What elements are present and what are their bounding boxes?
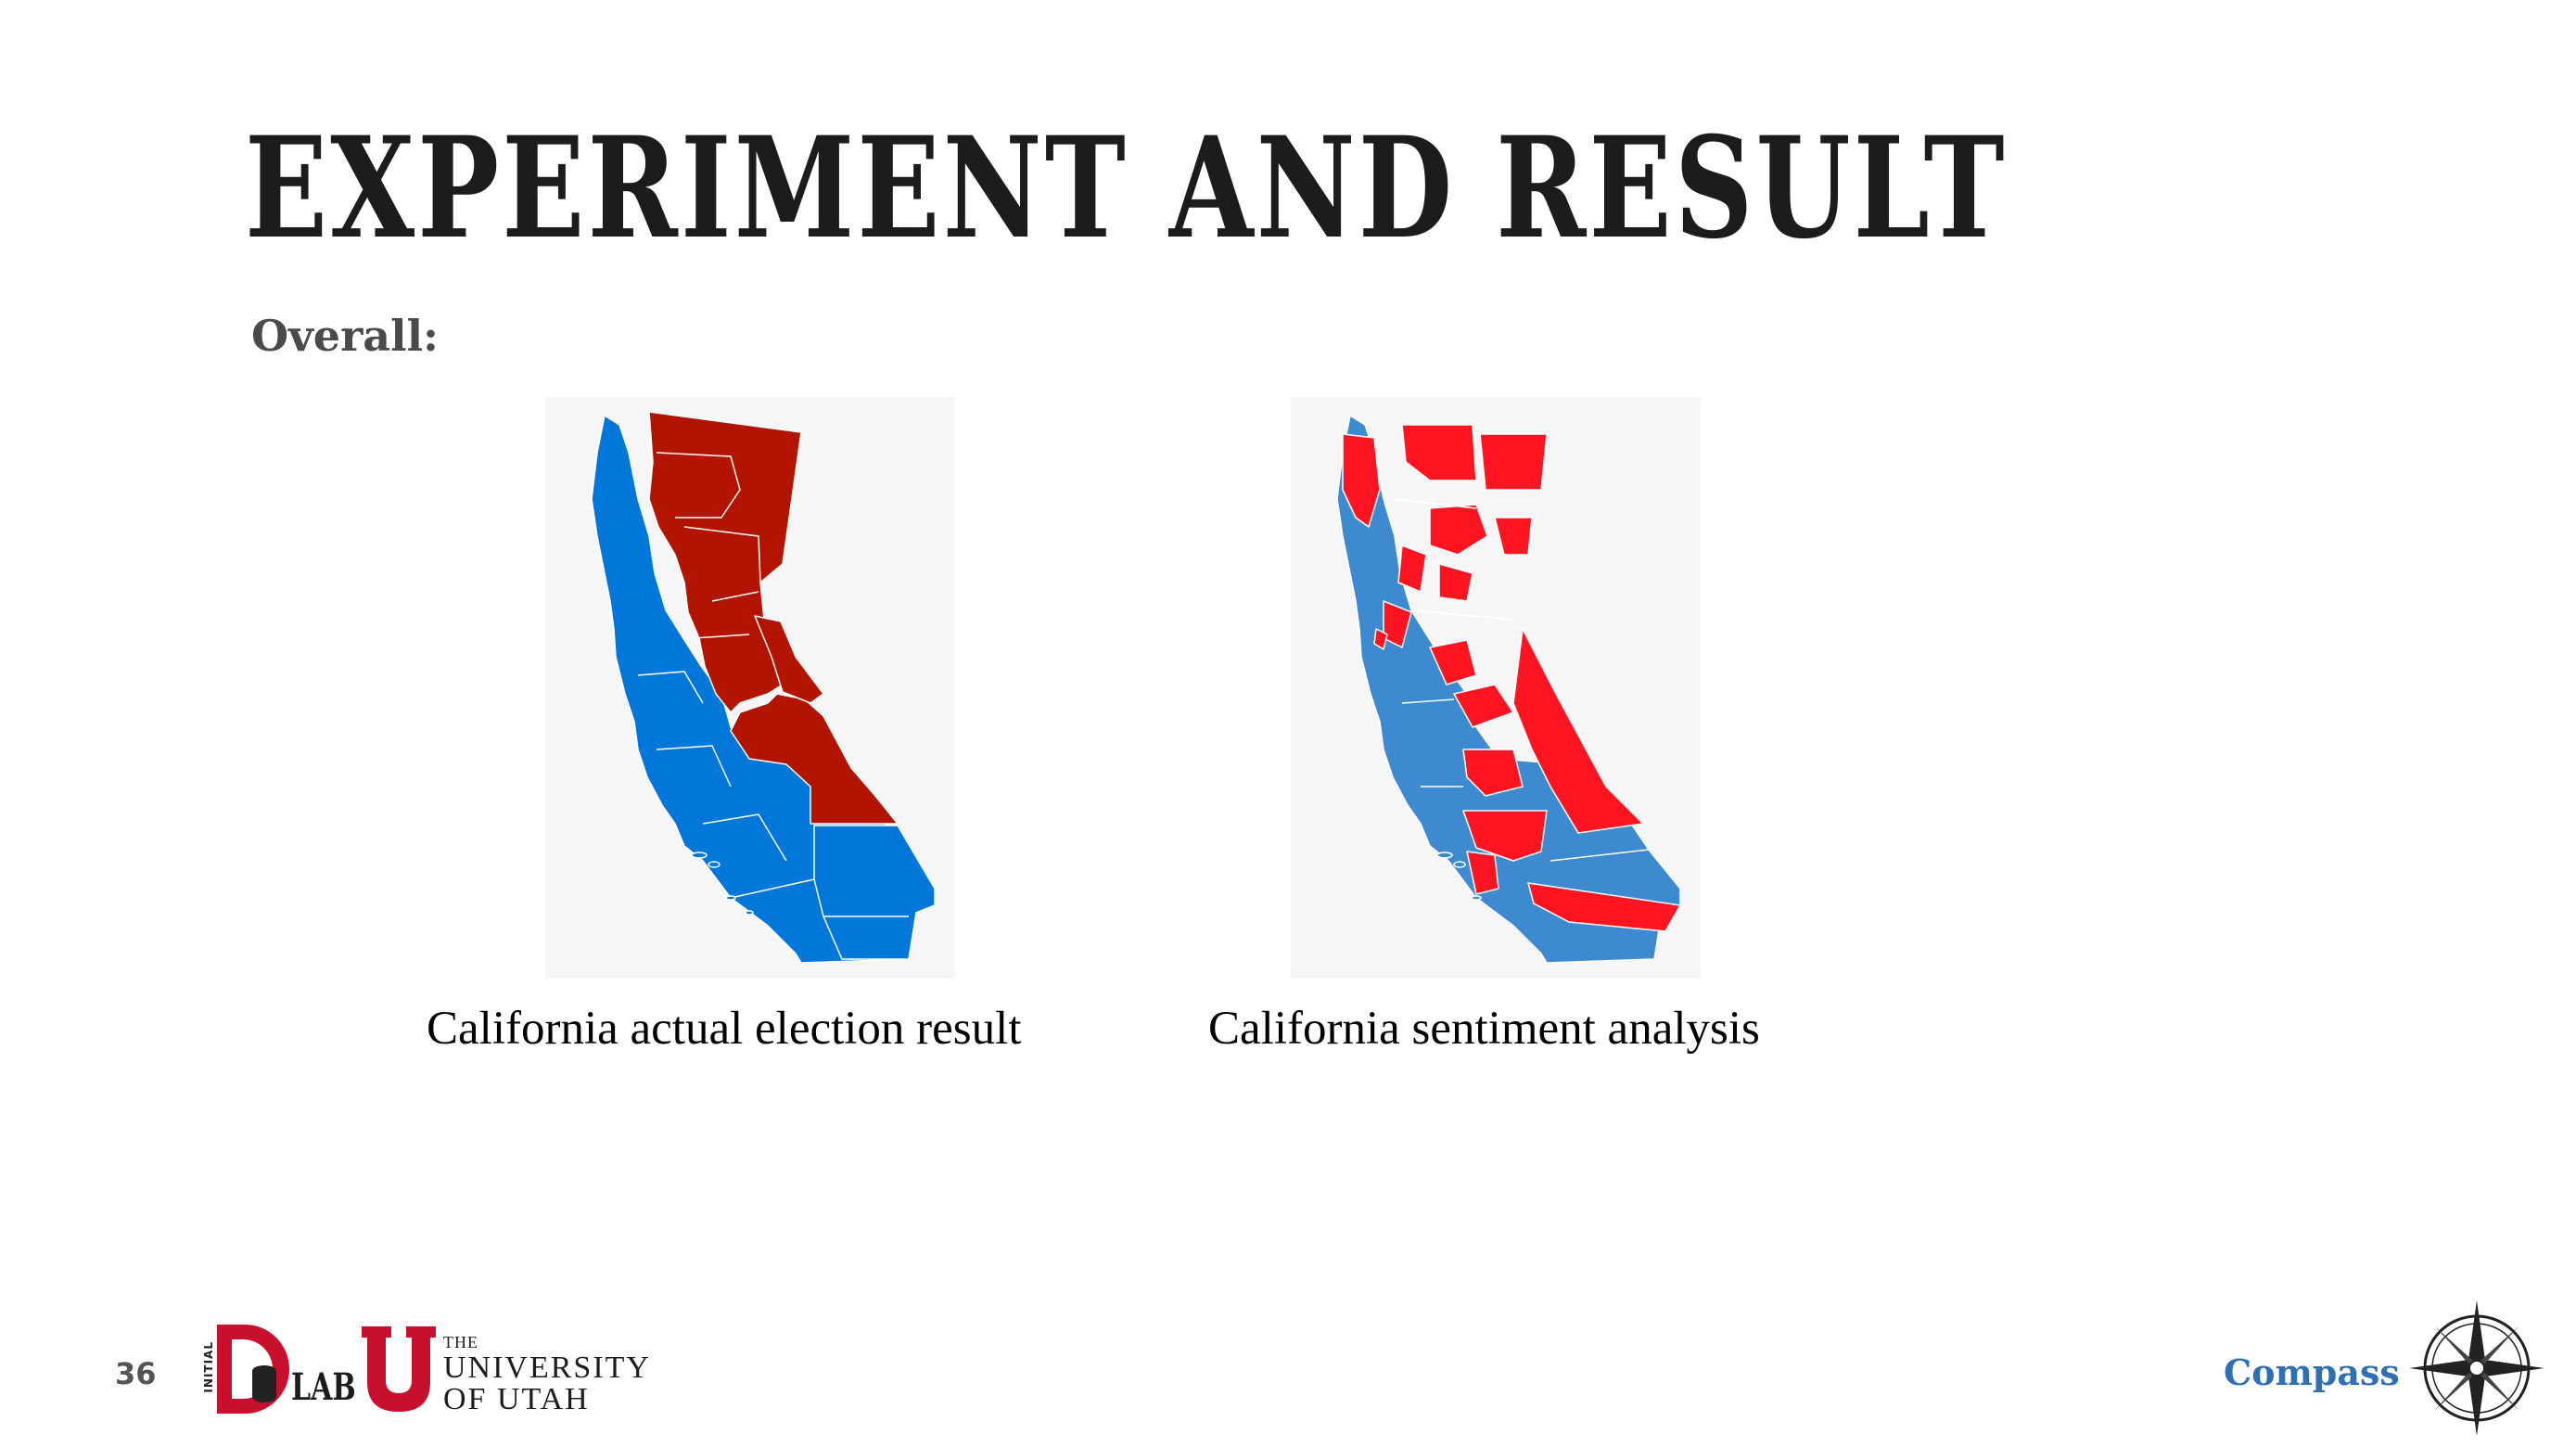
county-red-bay — [1373, 628, 1388, 650]
university-name: UNIVERSITY — [443, 1351, 651, 1385]
county-red-south-band — [1527, 882, 1681, 932]
university-wordmark: THE UNIVERSITY OF UTAH — [443, 1334, 651, 1415]
county-red-north-top — [1401, 424, 1477, 481]
california-actual-election-map — [545, 397, 955, 979]
university-u-icon — [362, 1326, 436, 1412]
county-red-northwest — [1342, 433, 1381, 528]
county-region-rep-central — [730, 693, 899, 825]
county-red-coast-south — [1466, 851, 1499, 895]
county-region-blue-base — [1336, 415, 1681, 964]
dlab-lab-text: LAB — [291, 1365, 356, 1409]
california-map-actual-svg — [591, 411, 936, 964]
county-red-central2 — [1453, 684, 1514, 728]
database-icon — [252, 1365, 276, 1402]
caption-sentiment-analysis: California sentiment analysis — [1208, 1003, 1760, 1055]
university-of-utah: OF UTAH — [443, 1382, 590, 1416]
county-red-central1 — [1429, 639, 1477, 685]
university-the: THE — [443, 1333, 478, 1351]
california-sentiment-map — [1291, 397, 1701, 979]
county-red-valley2 — [1438, 563, 1473, 602]
county-red-south-central — [1462, 810, 1548, 862]
county-red-central-valley — [1462, 749, 1524, 797]
compass-rose-icon — [2409, 1300, 2544, 1436]
slide-title: EXPERIMENT AND RESULT — [245, 107, 2008, 270]
county-red-valley1 — [1397, 544, 1427, 593]
county-red-coastal — [1383, 600, 1412, 648]
county-red-north-east2 — [1494, 517, 1533, 556]
county-red-northeast — [1479, 433, 1548, 491]
caption-actual-election: California actual election result — [427, 1003, 1022, 1055]
compass-brand-label: Compass — [2224, 1351, 2400, 1393]
page-number: 36 — [115, 1356, 157, 1391]
dlab-d-icon — [217, 1325, 289, 1414]
county-region-dem-south — [813, 825, 936, 960]
section-subtitle: Overall: — [251, 311, 440, 361]
dlab-initial-text: INITIAL — [202, 1341, 215, 1393]
county-region-rep-east — [754, 615, 824, 704]
county-red-north-mid — [1429, 504, 1488, 556]
county-red-eastern-strip — [1512, 628, 1644, 834]
california-map-sentiment-svg — [1336, 415, 1681, 964]
